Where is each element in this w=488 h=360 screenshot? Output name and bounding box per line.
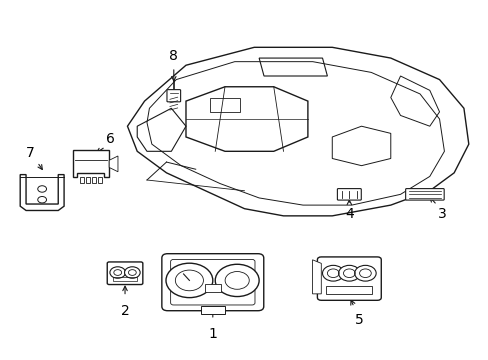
Text: 6: 6	[106, 132, 115, 146]
Bar	[92, 177, 96, 183]
Circle shape	[110, 267, 125, 278]
Text: 2: 2	[121, 304, 129, 318]
Circle shape	[322, 265, 343, 281]
Text: 1: 1	[208, 327, 217, 341]
Circle shape	[338, 265, 359, 281]
Circle shape	[38, 197, 46, 203]
FancyBboxPatch shape	[317, 257, 381, 300]
Polygon shape	[109, 156, 118, 172]
FancyBboxPatch shape	[107, 262, 142, 284]
FancyBboxPatch shape	[166, 90, 180, 102]
Polygon shape	[312, 260, 321, 294]
FancyBboxPatch shape	[162, 254, 263, 311]
Circle shape	[165, 263, 212, 298]
Text: 7: 7	[25, 146, 34, 160]
Polygon shape	[73, 150, 109, 177]
FancyBboxPatch shape	[337, 189, 361, 200]
Circle shape	[38, 186, 46, 192]
Text: 4: 4	[344, 207, 353, 221]
Bar	[210, 98, 239, 112]
Text: 3: 3	[437, 207, 446, 221]
Circle shape	[124, 267, 140, 278]
Bar	[80, 177, 84, 183]
Bar	[86, 177, 90, 183]
Bar	[113, 276, 137, 281]
Polygon shape	[20, 175, 64, 211]
Text: 8: 8	[169, 49, 178, 63]
Bar	[98, 177, 102, 183]
Circle shape	[215, 264, 259, 297]
Bar	[200, 306, 224, 314]
Bar	[204, 284, 220, 292]
Bar	[325, 286, 372, 294]
Text: 5: 5	[354, 313, 363, 327]
Circle shape	[354, 265, 375, 281]
FancyBboxPatch shape	[405, 189, 443, 200]
